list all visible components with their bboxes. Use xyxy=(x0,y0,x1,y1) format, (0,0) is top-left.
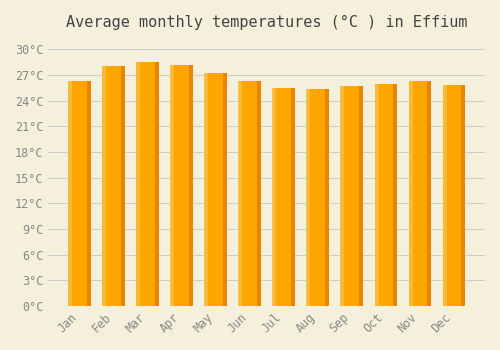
Bar xyxy=(155,62,159,306)
Bar xyxy=(427,81,431,306)
Bar xyxy=(189,65,193,306)
Bar xyxy=(238,81,260,306)
Bar xyxy=(170,65,174,306)
Bar xyxy=(223,74,227,306)
Bar xyxy=(102,66,106,306)
Bar xyxy=(306,89,329,306)
Bar xyxy=(170,65,192,306)
Bar xyxy=(272,88,276,306)
Bar xyxy=(442,85,446,306)
Bar xyxy=(359,86,363,306)
Bar xyxy=(136,62,140,306)
Bar xyxy=(393,84,397,306)
Bar xyxy=(136,62,158,306)
Bar xyxy=(68,81,90,306)
Bar xyxy=(204,74,208,306)
Bar xyxy=(340,86,344,306)
Bar xyxy=(204,74,227,306)
Bar xyxy=(325,89,329,306)
Bar xyxy=(291,88,295,306)
Bar xyxy=(68,81,72,306)
Bar xyxy=(272,88,295,306)
Bar xyxy=(121,66,125,306)
Bar xyxy=(238,81,242,306)
Bar xyxy=(102,66,124,306)
Bar xyxy=(443,85,465,306)
Bar xyxy=(374,84,378,306)
Bar xyxy=(408,81,412,306)
Bar xyxy=(87,81,91,306)
Bar xyxy=(374,84,397,306)
Bar xyxy=(461,85,465,306)
Bar xyxy=(409,81,431,306)
Bar xyxy=(340,86,363,306)
Bar xyxy=(257,81,261,306)
Title: Average monthly temperatures (°C ) in Effium: Average monthly temperatures (°C ) in Ef… xyxy=(66,15,468,30)
Bar xyxy=(306,89,310,306)
